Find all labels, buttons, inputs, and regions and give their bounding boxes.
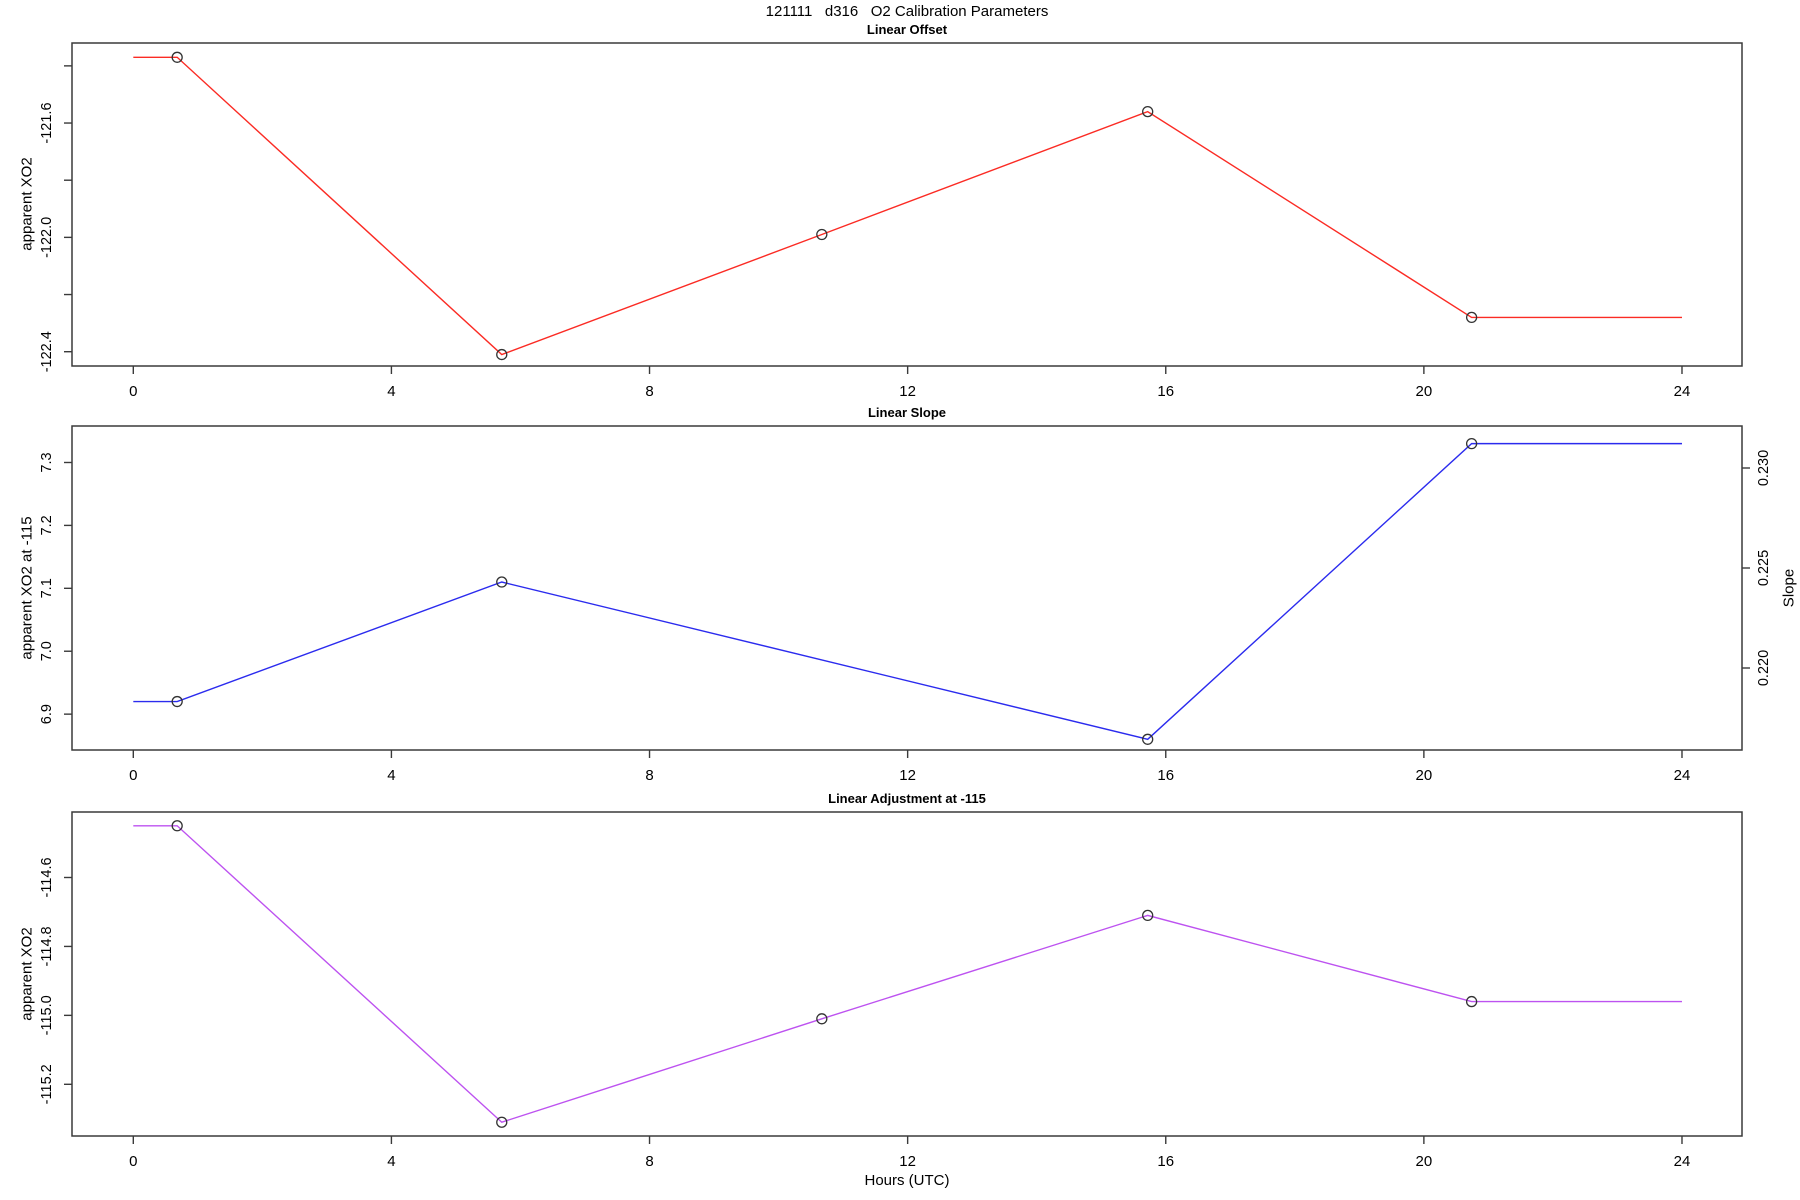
x-tick-label: 0	[129, 767, 137, 784]
x-tick-label: 8	[645, 1153, 653, 1170]
y-axis-title-linear-slope: apparent XO2 at -115	[18, 516, 36, 660]
x-tick-label: 12	[899, 383, 916, 400]
data-point-marker	[496, 576, 508, 588]
x-tick-label: 8	[645, 383, 653, 400]
data-point-marker	[171, 51, 183, 63]
y-axis-title-linear-offset: apparent XO2	[18, 157, 36, 251]
x-tick-label: 16	[1157, 1153, 1174, 1170]
x-tick-label: 24	[1674, 1153, 1691, 1170]
right-tick-label: 0.230	[1756, 450, 1772, 486]
right-tick-label: 0.225	[1756, 550, 1772, 586]
x-tick-label: 16	[1157, 767, 1174, 784]
panel-title-linear-slope: Linear Slope	[867, 405, 947, 420]
data-point-marker	[171, 695, 183, 708]
y-tick-label: 7.3	[39, 452, 55, 472]
right-axis-title-slope: Slope	[1780, 568, 1798, 608]
x-tick-label: 20	[1416, 383, 1433, 400]
data-point-marker	[1142, 733, 1154, 745]
data-point-marker	[1142, 909, 1154, 922]
figure-title: 121111 d316 O2 Calibration Parameters	[765, 3, 1049, 20]
x-tick-label: 12	[899, 767, 916, 784]
y-axis-title-linear-adjustment: apparent XO2	[18, 927, 36, 1021]
y-tick-label: 7.0	[39, 641, 55, 661]
x-tick-label: 0	[129, 1153, 137, 1170]
y-tick-label: 7.2	[39, 515, 55, 535]
panel-title-linear-adjustment: Linear Adjustment at -115	[828, 791, 986, 806]
plot-box	[71, 425, 1743, 751]
x-tick-label: 24	[1674, 383, 1691, 400]
data-point-marker	[816, 228, 828, 241]
x-tick-label: 4	[387, 767, 395, 784]
x-tick-label: 24	[1674, 767, 1691, 784]
data-point-marker	[496, 1116, 508, 1128]
plot-box	[71, 811, 1743, 1137]
y-tick-label: 7.1	[39, 578, 55, 598]
series-line	[133, 56, 1682, 356]
x-axis-label: Hours (UTC)	[864, 1172, 950, 1189]
data-point-marker	[816, 1013, 828, 1025]
x-tick-label: 4	[387, 383, 395, 400]
plot-linear-adjustment: 0 4 8 12 16 20 24 -114.6 -114.8 -115.0 -115.2	[39, 811, 1743, 1170]
data-point-marker	[1142, 105, 1154, 118]
y-tick-label: -114.8	[39, 926, 55, 966]
x-tick-label: 0	[129, 383, 137, 400]
y-tick-label: -121.6	[39, 102, 55, 143]
x-tick-label: 8	[645, 767, 653, 784]
y-tick-label: -115.0	[39, 995, 55, 1035]
series-line	[133, 442, 1682, 741]
y-tick-label: -122.0	[39, 217, 55, 258]
x-tick-label: 20	[1416, 767, 1433, 784]
y-tick-label: -122.4	[39, 331, 55, 372]
data-point-marker	[1465, 437, 1478, 450]
y-tick-label: -115.2	[39, 1064, 55, 1104]
x-tick-label: 20	[1416, 1153, 1433, 1170]
y-tick-label: 6.9	[39, 704, 55, 724]
plot-linear-offset: 0 4 8 12 16 20 24 -121.6 -122.0 -122.4	[39, 42, 1743, 400]
panel-title-linear-offset: Linear Offset	[866, 22, 948, 37]
data-point-marker	[1465, 995, 1478, 1008]
plot-linear-slope: 0 4 8 12 16 20 24 7.3 7.2 7.1 7.0 6.9 0.230 0.225 0.22…	[39, 425, 1772, 784]
data-point-marker	[171, 820, 183, 832]
series-line	[133, 825, 1682, 1124]
data-point-marker	[496, 348, 508, 361]
x-tick-label: 16	[1157, 383, 1174, 400]
data-point-marker	[1465, 311, 1478, 324]
y-tick-label: -114.6	[39, 857, 55, 897]
x-tick-label: 4	[387, 1153, 395, 1170]
right-tick-label: 0.220	[1756, 650, 1772, 686]
x-tick-label: 12	[899, 1153, 916, 1170]
